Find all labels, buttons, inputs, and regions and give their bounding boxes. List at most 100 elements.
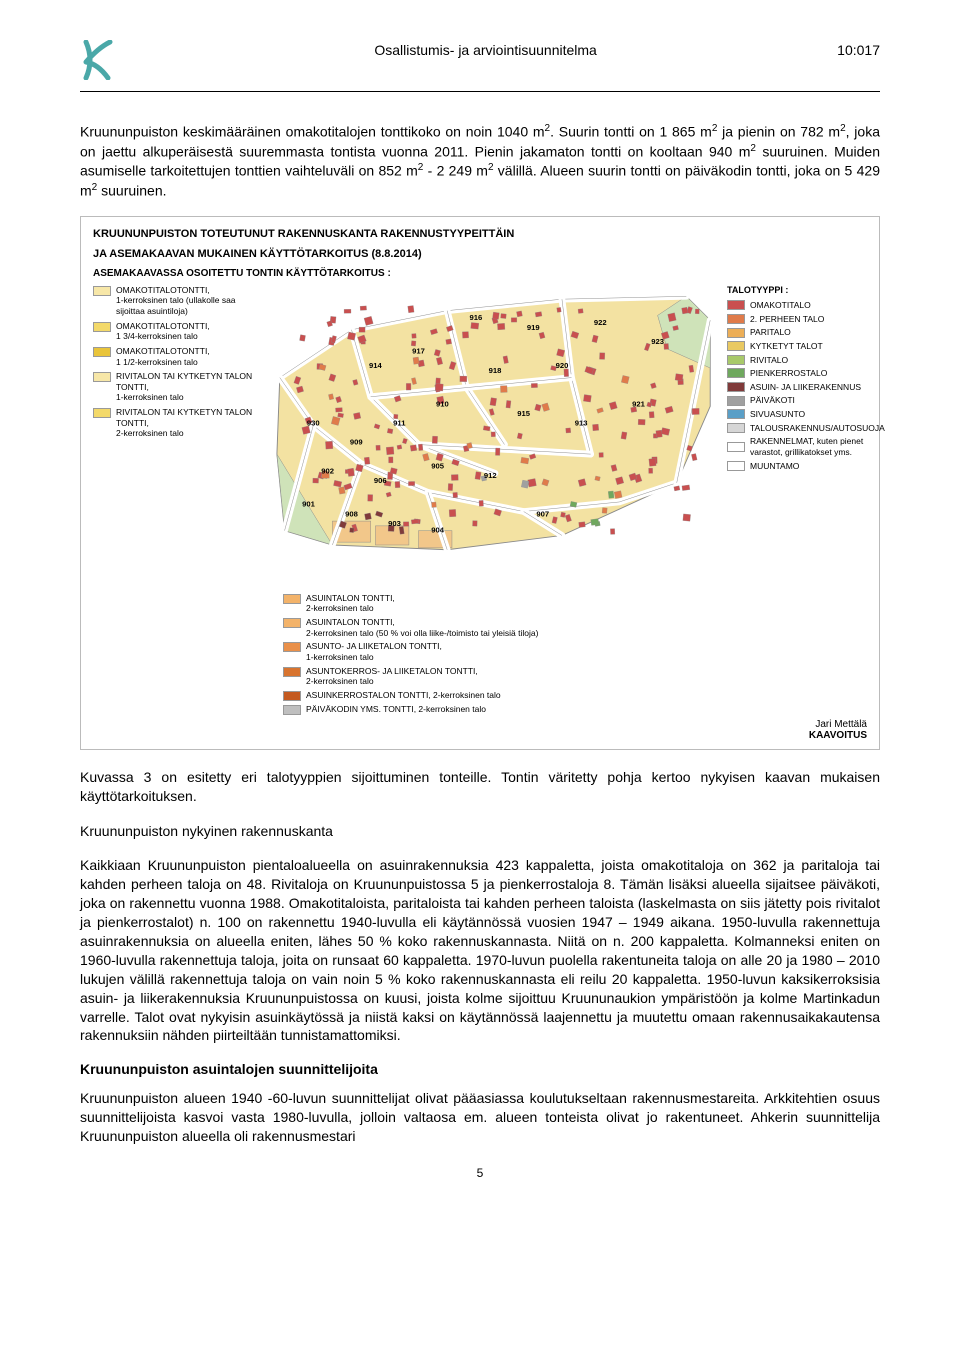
right-legend-item: KYTKETYT TALOT (727, 341, 867, 352)
legend-label: RAKENNELMAT, kuten pienet varastot, gril… (750, 436, 867, 457)
svg-text:908: 908 (345, 509, 358, 518)
paragraph-1: Kruununpuiston keskimääräinen omakotital… (80, 122, 880, 200)
svg-text:919: 919 (527, 323, 540, 332)
svg-text:917: 917 (412, 346, 425, 355)
right-legend-item: TALOUSRAKENNUS/AUTOSUOJA (727, 423, 867, 434)
legend-label: OMAKOTITALOTONTTI, 1 1/2-kerroksinen tal… (116, 346, 210, 367)
map-title-2: JA ASEMAKAAVAN MUKAINEN KÄYTTÖTARKOITUS … (93, 247, 867, 261)
svg-text:909: 909 (350, 437, 363, 446)
legend-label: PÄIVÄKOTI (750, 395, 795, 406)
map-legend-heading: ASEMAKAAVASSA OSOITETTU TONTIN KÄYTTÖTAR… (93, 268, 867, 279)
left-legend-item: RIVITALON TAI KYTKETYN TALON TONTTI, 1-k… (93, 371, 263, 403)
legend-label: OMAKOTITALO (750, 300, 811, 311)
right-legend-item: PIENKERROSTALO (727, 368, 867, 379)
legend-swatch (283, 691, 301, 701)
svg-text:905: 905 (431, 461, 444, 470)
section-2-heading: Kruununpuiston asuintalojen suunnittelij… (80, 1061, 880, 1077)
legend-label: ASUINTALON TONTTI, 2-kerroksinen talo (306, 593, 395, 614)
legend-label: ASUIN- JA LIIKERAKENNUS (750, 382, 861, 393)
legend-swatch (727, 300, 745, 310)
svg-text:916: 916 (469, 313, 482, 322)
legend-label: TALOUSRAKENNUS/AUTOSUOJA (750, 423, 885, 434)
right-legend-item: MUUNTAMO (727, 461, 867, 472)
legend-label: PIENKERROSTALO (750, 368, 827, 379)
map-figure: KRUUNUNPUISTON TOTEUTUNUT RAKENNUSKANTA … (80, 216, 880, 750)
svg-text:915: 915 (517, 409, 530, 418)
legend-swatch (93, 372, 111, 382)
right-legend-item: RIVITALO (727, 355, 867, 366)
svg-text:921: 921 (632, 399, 645, 408)
svg-text:920: 920 (556, 361, 569, 370)
map-canvas: 916 919 922 923 917 914 918 920 910 911 915 913 921 9… (275, 285, 715, 585)
legend-label: ASUINKERROSTALON TONTTI, 2-kerroksinen t… (306, 690, 501, 701)
svg-text:902: 902 (321, 466, 334, 475)
bottom-legend-item: ASUINKERROSTALON TONTTI, 2-kerroksinen t… (283, 690, 867, 701)
map-right-legend: TALOTYYPPI : OMAKOTITALO2. PERHEEN TALOP… (727, 285, 867, 585)
svg-text:903: 903 (388, 519, 401, 528)
bottom-legend-item: ASUINTALON TONTTI, 2-kerroksinen talo (283, 593, 867, 614)
legend-swatch (727, 382, 745, 392)
svg-text:912: 912 (484, 471, 497, 480)
paragraph-3: Kaikkiaan Kruununpuiston pientaloalueell… (80, 856, 880, 1045)
legend-label: RIVITALON TAI KYTKETYN TALON TONTTI, 1-k… (116, 371, 263, 403)
map-bottom-legend: ASUINTALON TONTTI, 2-kerroksinen talo ASU… (283, 593, 867, 715)
svg-text:911: 911 (393, 418, 406, 427)
svg-text:901: 901 (302, 500, 315, 509)
header-code: 10:017 (837, 40, 880, 58)
svg-text:907: 907 (536, 509, 549, 518)
legend-swatch (283, 618, 301, 628)
legend-label: KYTKETYT TALOT (750, 341, 823, 352)
legend-swatch (727, 423, 745, 433)
left-legend-item: OMAKOTITALOTONTTI, 1 3/4-kerroksinen tal… (93, 321, 263, 342)
map-left-legend: OMAKOTITALOTONTTI, 1-kerroksinen talo (u… (93, 285, 263, 585)
paragraph-4: Kruununpuiston alueen 1940 -60-luvun suu… (80, 1089, 880, 1146)
right-legend-item: 2. PERHEEN TALO (727, 314, 867, 325)
bottom-legend-item: ASUNTOKERROS- JA LIIKETALON TONTTI, 2-ke… (283, 666, 867, 687)
legend-swatch (727, 355, 745, 365)
page-number: 5 (80, 1166, 880, 1180)
legend-swatch (727, 396, 745, 406)
legend-label: SIVUASUNTO (750, 409, 805, 420)
legend-swatch (93, 408, 111, 418)
left-legend-item: RIVITALON TAI KYTKETYN TALON TONTTI, 2-k… (93, 407, 263, 439)
svg-text:923: 923 (651, 337, 664, 346)
legend-swatch (727, 461, 745, 471)
right-legend-item: PÄIVÄKOTI (727, 395, 867, 406)
legend-swatch (727, 314, 745, 324)
legend-swatch (283, 642, 301, 652)
legend-swatch (727, 442, 745, 452)
svg-text:913: 913 (575, 418, 588, 427)
map-title-1: KRUUNUNPUISTON TOTEUTUNUT RAKENNUSKANTA … (93, 227, 867, 241)
left-legend-item: OMAKOTITALOTONTTI, 1 1/2-kerroksinen tal… (93, 346, 263, 367)
svg-text:906: 906 (374, 476, 387, 485)
right-legend-item: OMAKOTITALO (727, 300, 867, 311)
svg-text:930: 930 (307, 418, 320, 427)
page-header: Osallistumis- ja arviointisuunnitelma 10… (80, 40, 880, 92)
bottom-legend-item: ASUNTO- JA LIIKETALON TONTTI, 1-kerroksi… (283, 641, 867, 662)
legend-label: OMAKOTITALOTONTTI, 1 3/4-kerroksinen tal… (116, 321, 210, 342)
legend-label: PARITALO (750, 327, 791, 338)
legend-swatch (727, 409, 745, 419)
svg-text:922: 922 (594, 318, 607, 327)
legend-label: 2. PERHEEN TALO (750, 314, 824, 325)
legend-swatch (283, 594, 301, 604)
legend-label: RIVITALON TAI KYTKETYN TALON TONTTI, 2-k… (116, 407, 263, 439)
svg-text:914: 914 (369, 361, 382, 370)
right-legend-item: PARITALO (727, 327, 867, 338)
legend-swatch (727, 368, 745, 378)
right-legend-item: SIVUASUNTO (727, 409, 867, 420)
svg-text:904: 904 (431, 525, 444, 534)
svg-text:918: 918 (489, 366, 502, 375)
map-author: Jari Mettälä KAAVOITUS (93, 719, 867, 741)
logo (80, 40, 114, 85)
legend-label: ASUINTALON TONTTI, 2-kerroksinen talo (5… (306, 617, 538, 638)
legend-label: ASUNTO- JA LIIKETALON TONTTI, 1-kerroksi… (306, 641, 442, 662)
left-legend-item: OMAKOTITALOTONTTI, 1-kerroksinen talo (u… (93, 285, 263, 317)
legend-swatch (93, 286, 111, 296)
figure-caption: Kuvassa 3 on esitetty eri talotyyppien s… (80, 768, 880, 806)
right-legend-item: ASUIN- JA LIIKERAKENNUS (727, 382, 867, 393)
legend-label: ASUNTOKERROS- JA LIIKETALON TONTTI, 2-ke… (306, 666, 478, 687)
legend-swatch (93, 322, 111, 332)
svg-text:910: 910 (436, 399, 449, 408)
bottom-legend-item: ASUINTALON TONTTI, 2-kerroksinen talo (5… (283, 617, 867, 638)
